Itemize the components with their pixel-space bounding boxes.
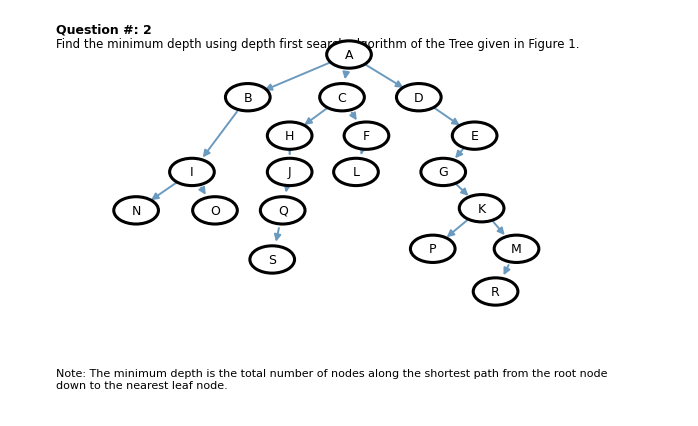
Text: N: N xyxy=(131,204,141,217)
Ellipse shape xyxy=(114,197,158,225)
Ellipse shape xyxy=(193,197,237,225)
Ellipse shape xyxy=(421,159,466,186)
Ellipse shape xyxy=(334,159,378,186)
Text: J: J xyxy=(288,166,292,179)
Text: K: K xyxy=(477,202,486,215)
Text: E: E xyxy=(470,130,479,143)
Ellipse shape xyxy=(396,84,441,112)
Text: Find the minimum depth using depth first search algorithm of the Tree given in F: Find the minimum depth using depth first… xyxy=(56,38,579,51)
Text: L: L xyxy=(352,166,359,179)
Text: S: S xyxy=(268,253,276,266)
Text: Question #: 2: Question #: 2 xyxy=(56,23,151,36)
Text: I: I xyxy=(190,166,194,179)
Ellipse shape xyxy=(410,236,455,263)
Text: C: C xyxy=(338,92,346,104)
Ellipse shape xyxy=(267,123,312,150)
Text: Note: The minimum depth is the total number of nodes along the shortest path fro: Note: The minimum depth is the total num… xyxy=(56,368,607,390)
Ellipse shape xyxy=(225,84,270,112)
Ellipse shape xyxy=(494,236,539,263)
Text: H: H xyxy=(285,130,295,143)
Ellipse shape xyxy=(459,195,504,222)
Ellipse shape xyxy=(320,84,364,112)
Ellipse shape xyxy=(250,246,295,273)
Ellipse shape xyxy=(170,159,214,186)
Ellipse shape xyxy=(260,197,305,225)
Text: P: P xyxy=(429,243,436,256)
Text: F: F xyxy=(363,130,370,143)
Text: B: B xyxy=(244,92,252,104)
Text: Q: Q xyxy=(278,204,288,217)
Ellipse shape xyxy=(473,278,518,305)
Text: M: M xyxy=(511,243,522,256)
Text: D: D xyxy=(414,92,424,104)
Text: A: A xyxy=(345,49,353,62)
Text: G: G xyxy=(438,166,448,179)
Text: O: O xyxy=(210,204,220,217)
Text: R: R xyxy=(491,285,500,298)
Ellipse shape xyxy=(344,123,389,150)
Ellipse shape xyxy=(327,42,371,69)
Ellipse shape xyxy=(267,159,312,186)
Ellipse shape xyxy=(452,123,497,150)
